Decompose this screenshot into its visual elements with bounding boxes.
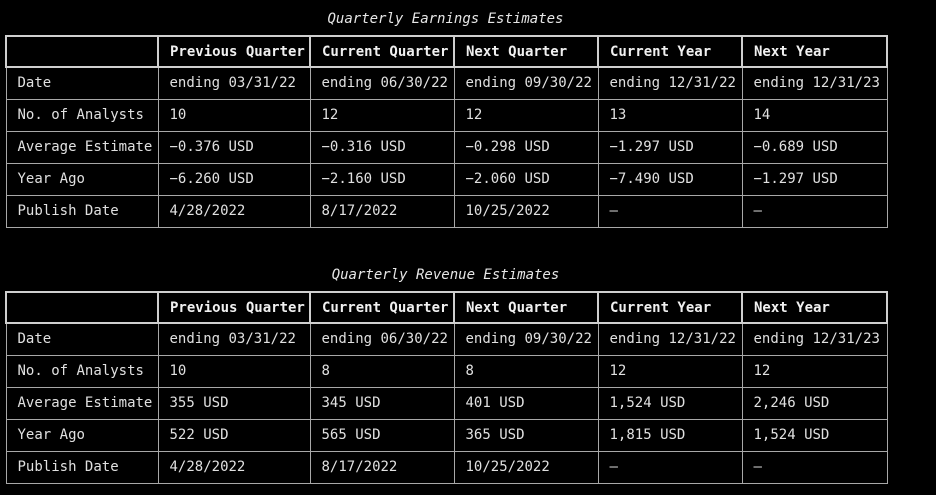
table-cell: 2,246 USD	[741, 386, 888, 420]
table-cell: −1.297 USD	[597, 130, 743, 164]
table-cell: 365 USD	[453, 418, 599, 452]
table-cell: −7.490 USD	[597, 162, 743, 196]
table-cell: −0.376 USD	[157, 130, 311, 164]
table-cell: –	[741, 450, 888, 484]
column-header-previous-quarter: Previous Quarter	[157, 35, 311, 68]
table-row: Date ending 03/31/22 ending 06/30/22 end…	[5, 66, 888, 100]
column-header-previous-quarter: Previous Quarter	[157, 291, 311, 324]
table-cell: 8/17/2022	[309, 450, 455, 484]
table-cell: –	[741, 194, 888, 228]
table-row: Average Estimate −0.376 USD −0.316 USD −…	[5, 130, 888, 164]
table-cell: 8/17/2022	[309, 194, 455, 228]
revenue-estimates-table: Previous Quarter Current Quarter Next Qu…	[5, 291, 888, 484]
row-label: Average Estimate	[5, 386, 159, 420]
table-cell: 8	[309, 354, 455, 388]
table-cell: 12	[309, 98, 455, 132]
table-cell: 13	[597, 98, 743, 132]
table-row: Average Estimate 355 USD 345 USD 401 USD…	[5, 386, 888, 420]
column-header-next-quarter: Next Quarter	[453, 35, 599, 68]
table-cell: 1,524 USD	[597, 386, 743, 420]
revenue-table-title: Quarterly Revenue Estimates	[331, 267, 560, 283]
table-cell: 1,815 USD	[597, 418, 743, 452]
table-cell: 10/25/2022	[453, 450, 599, 484]
table-cell: −1.297 USD	[741, 162, 888, 196]
table-cell: 522 USD	[157, 418, 311, 452]
row-label: Year Ago	[5, 418, 159, 452]
column-header-blank	[5, 35, 159, 68]
table-cell: ending 12/31/22	[597, 322, 743, 356]
table-cell: ending 03/31/22	[157, 66, 311, 100]
table-cell: ending 06/30/22	[309, 322, 455, 356]
row-label: Publish Date	[5, 194, 159, 228]
table-cell: 12	[453, 98, 599, 132]
table-row: Date ending 03/31/22 ending 06/30/22 end…	[5, 322, 888, 356]
table-cell: 4/28/2022	[157, 450, 311, 484]
table-cell: ending 12/31/22	[597, 66, 743, 100]
row-label: Date	[5, 322, 159, 356]
table-cell: 565 USD	[309, 418, 455, 452]
table-cell: 4/28/2022	[157, 194, 311, 228]
row-label: Average Estimate	[5, 130, 159, 164]
table-cell: ending 12/31/23	[741, 322, 888, 356]
table-row: Publish Date 4/28/2022 8/17/2022 10/25/2…	[5, 450, 888, 484]
table-cell: 10/25/2022	[453, 194, 599, 228]
earnings-table-title: Quarterly Earnings Estimates	[327, 11, 564, 27]
table-cell: −2.060 USD	[453, 162, 599, 196]
table-cell: –	[597, 450, 743, 484]
table-header-row: Previous Quarter Current Quarter Next Qu…	[5, 35, 888, 68]
table-cell: 10	[157, 354, 311, 388]
table-cell: 345 USD	[309, 386, 455, 420]
table-cell: 14	[741, 98, 888, 132]
column-header-next-year: Next Year	[741, 291, 888, 324]
table-row: Year Ago −6.260 USD −2.160 USD −2.060 US…	[5, 162, 888, 196]
table-cell: 12	[597, 354, 743, 388]
earnings-estimates-table: Previous Quarter Current Quarter Next Qu…	[5, 35, 888, 228]
table-row: Publish Date 4/28/2022 8/17/2022 10/25/2…	[5, 194, 888, 228]
column-header-current-quarter: Current Quarter	[309, 291, 455, 324]
table-cell: 10	[157, 98, 311, 132]
row-label: Publish Date	[5, 450, 159, 484]
table-cell: ending 09/30/22	[453, 66, 599, 100]
table-cell: −2.160 USD	[309, 162, 455, 196]
table-cell: −0.316 USD	[309, 130, 455, 164]
column-header-next-quarter: Next Quarter	[453, 291, 599, 324]
row-label: No. of Analysts	[5, 354, 159, 388]
column-header-current-year: Current Year	[597, 291, 743, 324]
column-header-blank	[5, 291, 159, 324]
table-row: No. of Analysts 10 12 12 13 14	[5, 98, 888, 132]
table-cell: 355 USD	[157, 386, 311, 420]
table-cell: ending 06/30/22	[309, 66, 455, 100]
table-cell: 8	[453, 354, 599, 388]
column-header-current-year: Current Year	[597, 35, 743, 68]
table-cell: ending 03/31/22	[157, 322, 311, 356]
row-label: Date	[5, 66, 159, 100]
table-cell: 1,524 USD	[741, 418, 888, 452]
table-cell: 401 USD	[453, 386, 599, 420]
table-header-row: Previous Quarter Current Quarter Next Qu…	[5, 291, 888, 324]
table-cell: –	[597, 194, 743, 228]
column-header-next-year: Next Year	[741, 35, 888, 68]
table-cell: ending 12/31/23	[741, 66, 888, 100]
column-header-current-quarter: Current Quarter	[309, 35, 455, 68]
table-row: Year Ago 522 USD 565 USD 365 USD 1,815 U…	[5, 418, 888, 452]
row-label: No. of Analysts	[5, 98, 159, 132]
table-cell: −0.689 USD	[741, 130, 888, 164]
table-cell: −0.298 USD	[453, 130, 599, 164]
row-label: Year Ago	[5, 162, 159, 196]
table-cell: 12	[741, 354, 888, 388]
table-cell: ending 09/30/22	[453, 322, 599, 356]
table-cell: −6.260 USD	[157, 162, 311, 196]
table-row: No. of Analysts 10 8 8 12 12	[5, 354, 888, 388]
